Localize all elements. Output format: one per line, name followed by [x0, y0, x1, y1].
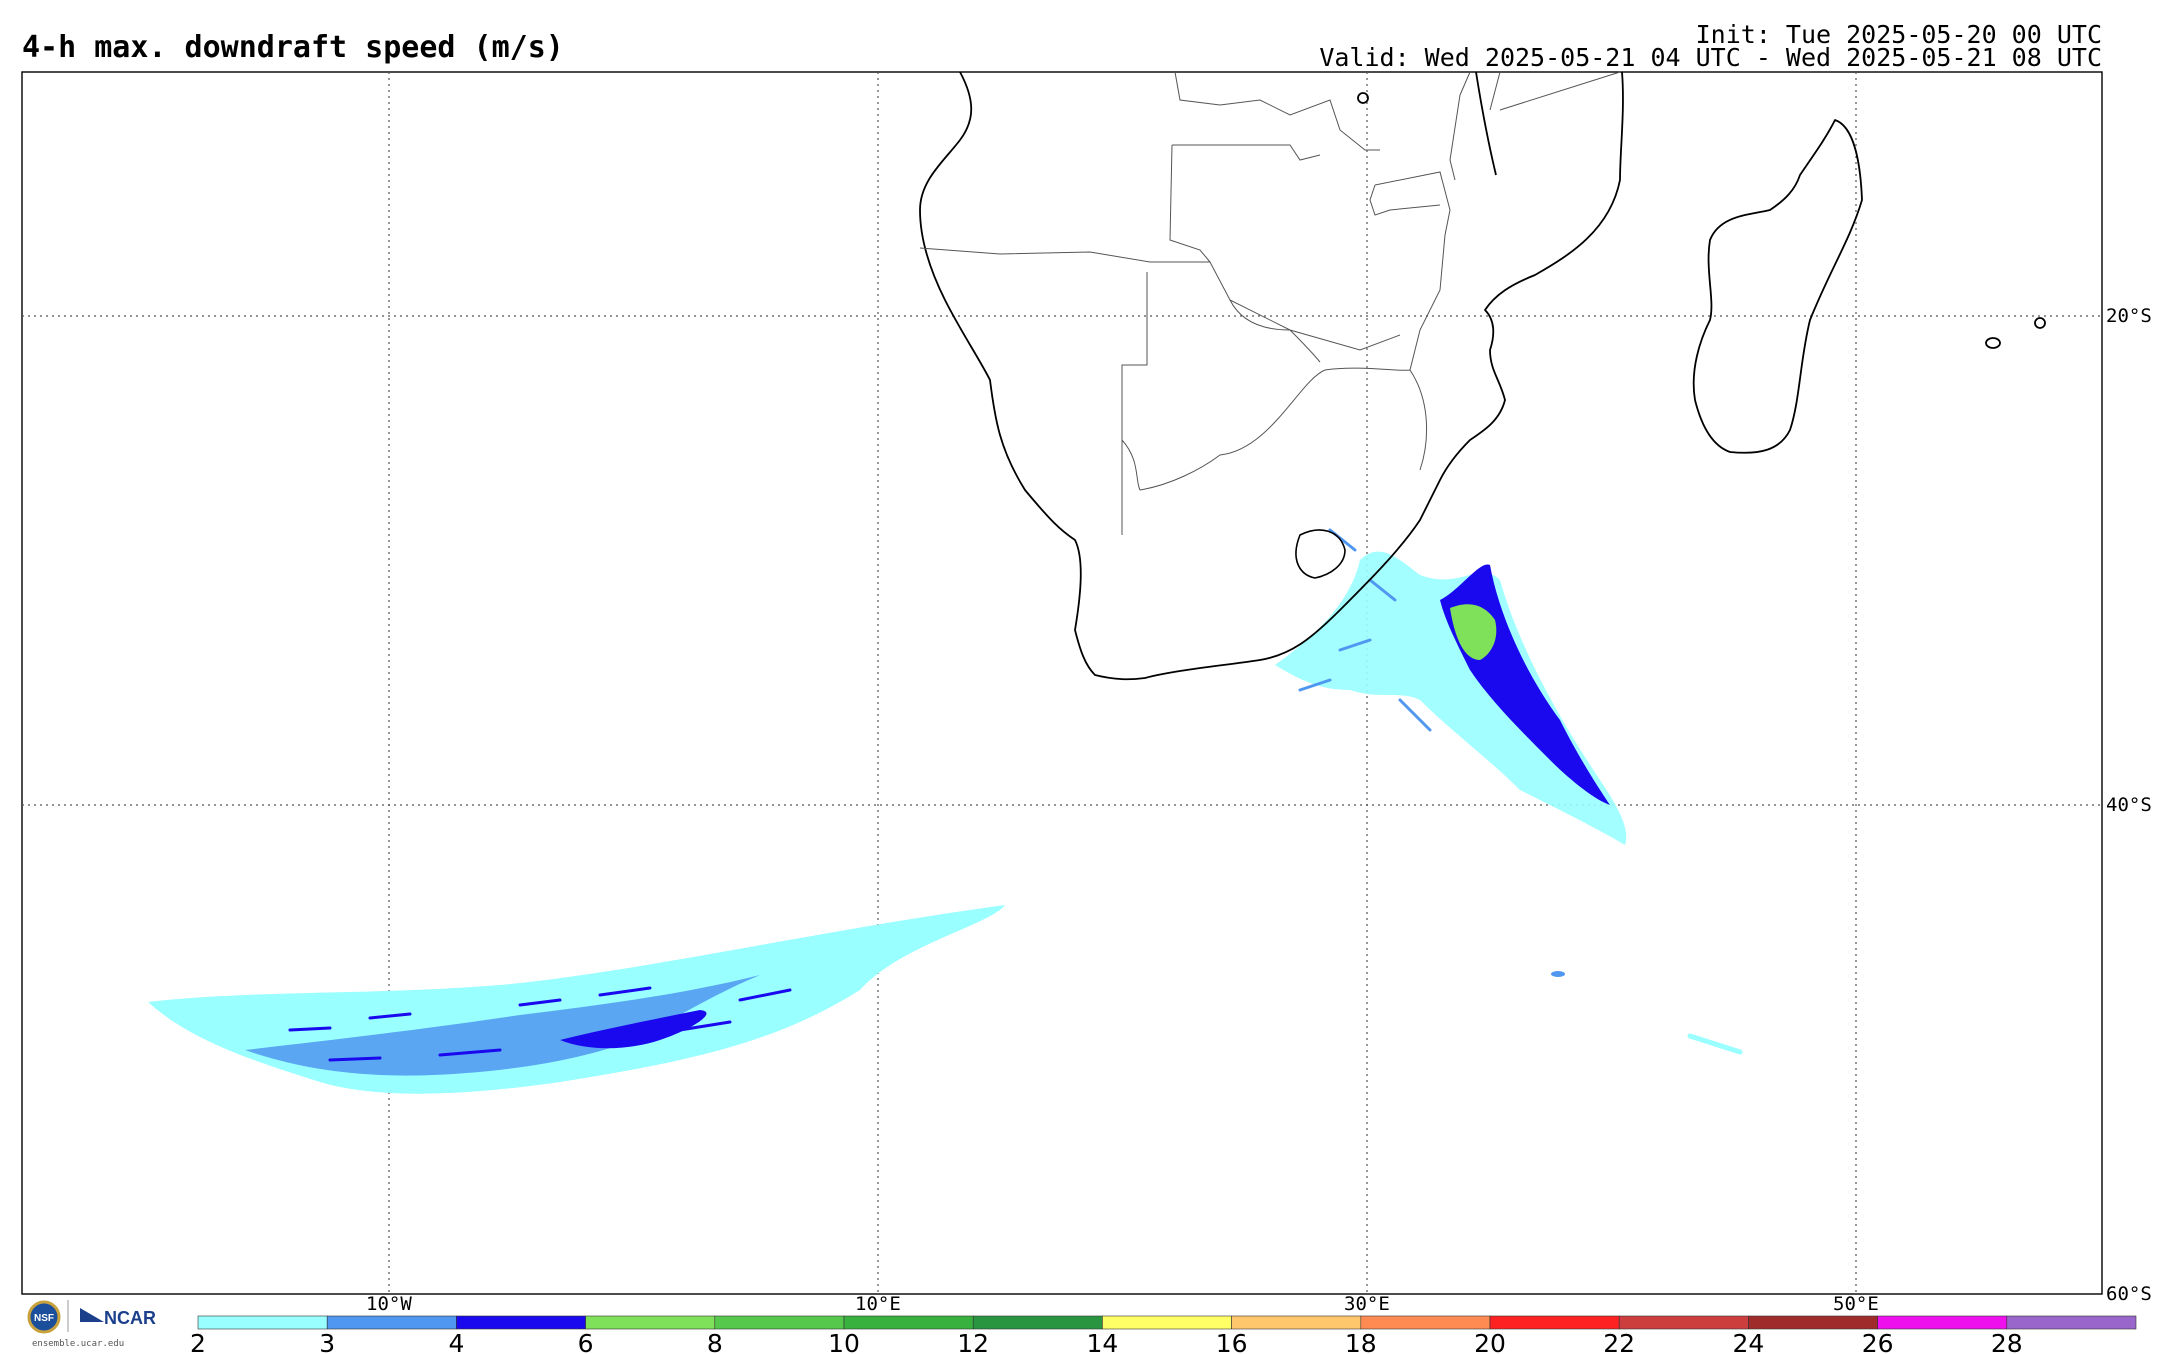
streak [678, 1020, 732, 1032]
island-comoros [1357, 92, 1369, 104]
colorbar-tick-label: 6 [578, 1329, 594, 1354]
downdraft-area-green [1450, 604, 1497, 660]
valid-time: Valid: Wed 2025-05-21 04 UTC - Wed 2025-… [1319, 43, 2102, 72]
lon-label-10w: 10°W [366, 1293, 412, 1315]
colorbar-tick-label: 22 [1603, 1329, 1635, 1354]
border [1374, 171, 1451, 371]
lon-labels: 10°W 10°E 30°E 50°E [366, 1293, 1879, 1315]
border [1121, 272, 1148, 535]
streak [1398, 698, 1432, 732]
downdraft-streak-southeast [1687, 1033, 1743, 1055]
colorbar-swatch [1489, 1315, 1620, 1330]
downdraft-streaks [288, 986, 792, 1062]
colorbar-swatch [714, 1315, 845, 1330]
border [1174, 71, 1380, 151]
colorbar-tick-label: 16 [1216, 1329, 1248, 1354]
lon-label-50e: 50°E [1833, 1293, 1879, 1315]
lon-label-30e: 30°E [1344, 1293, 1390, 1315]
lat-label-60s: 60°S [2106, 1283, 2152, 1305]
downdraft-spot [1551, 971, 1565, 977]
colorbar-swatch [456, 1315, 586, 1330]
ncar-logo-label: NCAR [104, 1308, 156, 1328]
streak [328, 1056, 382, 1062]
downdraft-area-strong [560, 1010, 707, 1049]
streak [738, 988, 792, 1002]
plot-title: 4-h max. downdraft speed (m/s) [22, 30, 564, 65]
lat-label-40s: 40°S [2106, 794, 2152, 816]
colorbar-tick-label: 3 [319, 1329, 335, 1354]
colorbar-tick-label: 8 [707, 1329, 723, 1354]
colorbar-swatch [1618, 1315, 1749, 1330]
colorbar-tick-label: 26 [1862, 1329, 1894, 1354]
colorbar-swatch [585, 1315, 716, 1330]
streak [438, 1048, 502, 1057]
colorbar-tick-label: 14 [1086, 1329, 1118, 1354]
border [1229, 299, 1321, 363]
colorbar-tick-label: 28 [1991, 1329, 2023, 1354]
lat-label-20s: 20°S [2106, 305, 2152, 327]
streak [1298, 678, 1332, 692]
lat-labels: 20°S 40°S 60°S [2106, 305, 2152, 1305]
colorbar-swatch [843, 1315, 974, 1330]
streak [598, 986, 652, 997]
colorbar-swatch [1877, 1315, 2008, 1330]
colorbar-tick-label: 20 [1474, 1329, 1506, 1354]
colorbar: 2 3 4 6 8 10 12 14 16 18 20 22 24 26 28 [190, 1315, 2137, 1354]
downdraft-area-medium [245, 975, 760, 1076]
lesotho-border [1295, 529, 1346, 579]
coastlines [919, 71, 2046, 681]
nsf-logo-icon [27, 1300, 61, 1334]
island-reunion [2034, 317, 2046, 329]
colorbar-swatch [1360, 1315, 1491, 1330]
colorbar-swatch [2006, 1315, 2137, 1330]
africa-coastline [919, 71, 1624, 681]
downdraft-field-atlantic [148, 905, 1005, 1094]
colorbar-swatch [1748, 1315, 1878, 1330]
colorbar-swatch [326, 1315, 457, 1330]
colorbar-swatch [972, 1315, 1103, 1330]
colorbar-tick-label: 18 [1345, 1329, 1377, 1354]
country-borders [919, 71, 1621, 535]
border [1449, 71, 1471, 181]
madagascar-coastline [1692, 119, 1863, 454]
colorbar-tick-label: 2 [190, 1329, 206, 1354]
lon-label-10e: 10°E [855, 1293, 901, 1315]
border [1169, 144, 1211, 263]
logo-block: NSF NCAR ensemble.ucar.edu [27, 1300, 156, 1349]
colorbar-tick-label: 4 [448, 1329, 464, 1354]
nsf-logo-label: NSF [34, 1313, 54, 1324]
border [1499, 71, 1621, 111]
streak [368, 1012, 412, 1020]
ncar-logo-icon [80, 1308, 104, 1322]
downdraft-area-light [1275, 551, 1627, 845]
downdraft-field-indian [1275, 528, 1743, 1055]
colorbar-tick-label: 10 [828, 1329, 860, 1354]
colorbar-tick-label: 24 [1732, 1329, 1764, 1354]
streak [288, 1026, 332, 1032]
island-mauritius [1985, 337, 2001, 349]
colorbar-tick-label: 12 [957, 1329, 989, 1354]
border [1489, 71, 1501, 111]
border [1369, 184, 1441, 216]
graticule [22, 72, 2102, 1294]
border [1121, 367, 1427, 491]
init-time: Init: Tue 2025-05-20 00 UTC [1695, 20, 2102, 49]
colorbar-swatch [1102, 1315, 1232, 1330]
lake-malawi [1475, 71, 1497, 176]
streak [518, 998, 562, 1007]
border [1172, 144, 1321, 161]
map-frame [21, 71, 2103, 1295]
streak [1338, 638, 1372, 652]
colorbar-swatch [1231, 1315, 1362, 1330]
colorbar-swatch [197, 1315, 328, 1330]
streak [1368, 578, 1397, 602]
logo-url: ensemble.ucar.edu [32, 1339, 124, 1349]
